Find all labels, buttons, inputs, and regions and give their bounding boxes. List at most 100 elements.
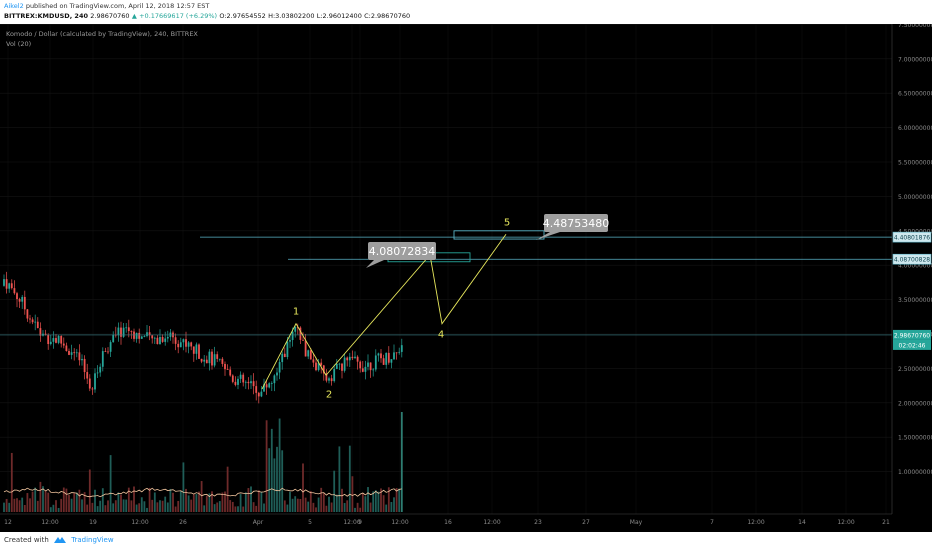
volume-bar (195, 494, 198, 512)
volume-bar (148, 487, 151, 512)
volume-bar (143, 501, 146, 512)
candle-body (346, 357, 349, 361)
callout-tail (366, 260, 384, 268)
volume-bar (10, 452, 13, 512)
target-box-upper[interactable] (453, 230, 545, 240)
price-tag-upper[interactable]: 4.40801876 (892, 231, 932, 243)
candle-body (192, 346, 195, 354)
candle-body (18, 299, 21, 302)
tradingview-brand[interactable]: TradingView (71, 536, 114, 544)
candle-body (317, 362, 320, 371)
volume-bar (73, 493, 76, 512)
volume-bar (177, 500, 180, 512)
volume-bar (127, 487, 130, 512)
price-tick-label: 4.50000000 (898, 228, 932, 235)
time-tick-label: 12:00 (343, 519, 360, 526)
candle-body (255, 386, 258, 393)
volume-bar (31, 491, 34, 512)
volume-bar (315, 507, 317, 512)
price-tag-current[interactable]: 2.98670760 (893, 329, 931, 340)
candle-body (156, 337, 159, 345)
candle-body (390, 359, 393, 363)
time-tick-label: 26 (179, 519, 187, 526)
volume-bar (341, 488, 343, 512)
volume-bar (224, 491, 226, 512)
price-tag-lower[interactable]: 4.08700828 (892, 253, 932, 265)
volume-bar (164, 496, 167, 512)
wave-label-4[interactable]: 4 (438, 329, 444, 340)
volume-bar (109, 455, 112, 512)
volume-bar (252, 502, 255, 512)
volume-bar (348, 445, 351, 512)
volume-bar (179, 490, 182, 512)
up-arrow-icon: ▲ (131, 12, 137, 20)
volume-bar (47, 492, 50, 512)
candle-countdown[interactable]: 02:02:46 (893, 339, 931, 350)
price-callout-lower[interactable]: 4.08072834 (366, 242, 436, 268)
candle-body (348, 356, 351, 361)
price-tick-label: 6.50000000 (898, 91, 932, 98)
wave-label-2[interactable]: 2 (326, 389, 332, 400)
close-value: C:2.98670760 (364, 12, 411, 20)
price-tag-text: 02:02:46 (899, 342, 926, 349)
wave-label-1[interactable]: 1 (293, 307, 299, 318)
volume-bar (104, 505, 107, 512)
volume-bar (377, 491, 380, 512)
created-with-text: Created with (4, 536, 49, 544)
time-tick-label: 23 (534, 519, 542, 526)
volume-bar (273, 458, 276, 512)
author-link[interactable]: Aikel2 (4, 2, 24, 10)
candle-body (164, 338, 167, 342)
volume-bar (380, 488, 382, 512)
candle-body (31, 319, 34, 323)
wave-label-5[interactable]: 5 (504, 217, 510, 228)
chart-legend-title[interactable]: Komodo / Dollar (calculated by TradingVi… (6, 30, 198, 38)
elliott-wave-path[interactable] (261, 233, 507, 390)
candle-body (270, 383, 273, 384)
candle-body (177, 343, 180, 348)
volume-bar (34, 487, 37, 512)
volume-bar (26, 493, 29, 512)
candle-body (385, 352, 388, 365)
price-callout-upper[interactable]: 4.48753480 (536, 214, 609, 240)
volume-bar (52, 504, 55, 512)
volume-bar (55, 500, 57, 512)
volume-bar (291, 498, 294, 512)
volume-bar (13, 498, 16, 512)
high-value: H:3.03802200 (268, 12, 315, 20)
candle-body (395, 352, 398, 354)
volume-bar (208, 493, 211, 512)
candle-body (81, 358, 83, 361)
volume-bar (3, 502, 5, 512)
volume-legend[interactable]: Vol (20) (6, 40, 32, 48)
candle-body (73, 352, 76, 354)
low-value: L:2.96012400 (316, 12, 362, 20)
time-axis[interactable]: 12 12:00 19 12:00 26 Apr 5 12:009 12:00 16 12:00 23… (0, 513, 892, 526)
price-change: +0.17669617 (+6.29%) (139, 12, 218, 20)
volume-bar (367, 487, 369, 512)
volume-bar (83, 492, 86, 512)
candle-body (268, 383, 271, 388)
candle-body (39, 328, 42, 336)
volume-bar (294, 496, 297, 512)
volume-bar (101, 488, 104, 512)
symbol-info: BITTREX:KMDUSD, 240 2.98670760 ▲ +0.1766… (4, 12, 410, 20)
candle-body (86, 372, 89, 379)
candle-body (260, 391, 263, 397)
candle-body (330, 378, 333, 382)
volume-bar (29, 498, 31, 512)
candle-body (325, 373, 328, 381)
time-tick-label: 21 (882, 519, 890, 526)
volume-bar (8, 502, 11, 512)
volume-bar (257, 490, 260, 512)
candle-body (75, 352, 78, 354)
price-axis[interactable]: 7.50000000 7.00000000 6.50000000 6.00000000… (891, 24, 932, 514)
candle-body (117, 327, 120, 336)
time-tick-label: 12 (4, 519, 12, 526)
volume-bar (44, 490, 47, 512)
volume-bar (364, 496, 367, 512)
volume-bar (250, 486, 252, 512)
